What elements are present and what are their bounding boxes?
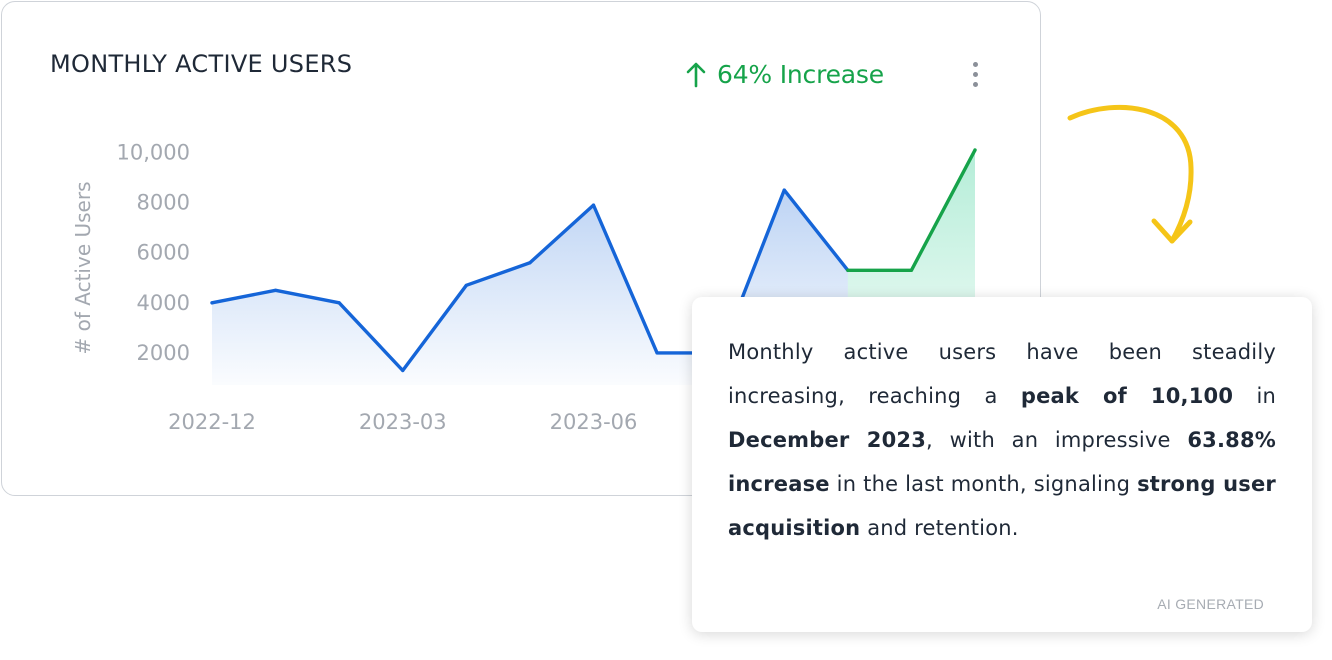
summary-fragment: in: [1233, 384, 1277, 408]
data-point: [337, 301, 341, 305]
summary-fragment: in the last month, signaling: [829, 472, 1138, 496]
data-point: [782, 188, 786, 192]
x-tick-label: 2022-12: [168, 410, 256, 434]
data-point: [846, 268, 850, 272]
data-point: [591, 203, 596, 207]
area-fill-main: [212, 190, 848, 385]
card-title: MONTHLY ACTIVE USERS: [50, 50, 353, 78]
curved-arrow-icon: [1067, 104, 1194, 244]
data-point: [655, 351, 659, 355]
y-axis-title: # of Active Users: [71, 182, 95, 355]
summary-highlight: December 2023: [728, 428, 927, 452]
ai-summary-panel: Monthly active users have been steadily …: [692, 297, 1312, 632]
data-point: [973, 148, 977, 152]
data-point: [273, 288, 278, 292]
y-tick-label: 4000: [137, 291, 190, 315]
data-point: [528, 261, 532, 265]
data-point: [909, 268, 914, 272]
summary-fragment: Monthly active users have been steadily …: [728, 340, 1276, 408]
x-tick-label: 2023-06: [550, 410, 638, 434]
kebab-menu-icon[interactable]: [960, 54, 990, 94]
summary-highlight: 63.88% increase: [728, 428, 1276, 496]
data-point: [401, 368, 405, 373]
y-tick-label: 6000: [137, 241, 190, 265]
data-point: [464, 283, 468, 287]
y-tick-label: 8000: [137, 191, 190, 215]
summary-text: Monthly active users have been steadily …: [728, 330, 1276, 550]
trend-label: 64% Increase: [717, 59, 884, 89]
monthly-active-users-card: MONTHLY ACTIVE USERS 64% Increase: [1, 1, 1041, 496]
summary-fragment: , with an impressive: [926, 428, 1188, 452]
y-tick-label: 10,000: [117, 141, 190, 165]
summary-fragment: and retention.: [860, 516, 1019, 540]
summary-highlight: strong user acquisition: [728, 472, 1276, 540]
data-point: [210, 301, 214, 305]
x-tick-label: 2023-03: [359, 410, 447, 434]
y-tick-label: 2000: [137, 341, 190, 365]
ai-generated-badge: AI GENERATED: [1157, 596, 1264, 612]
summary-highlight: peak of 10,100: [1020, 384, 1234, 408]
trend-indicator: 64% Increase: [685, 58, 884, 90]
arrow-up-icon: [686, 62, 706, 88]
